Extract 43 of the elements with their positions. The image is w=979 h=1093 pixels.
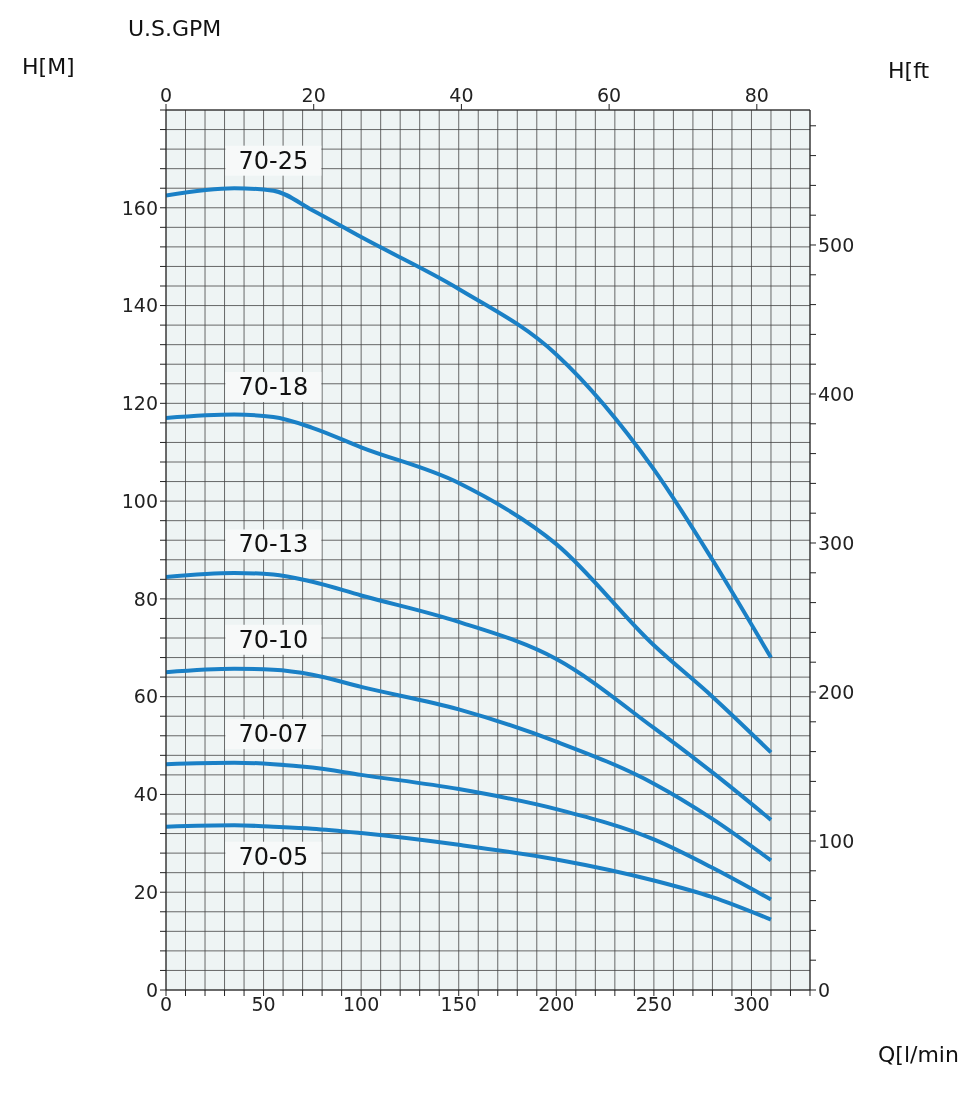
y-tick-label: 40 (133, 783, 158, 806)
y2-tick-label: 200 (818, 680, 855, 703)
y-tick-label: 80 (133, 587, 158, 610)
y2-tick-label: 300 (818, 531, 855, 554)
x2-tick-label: 40 (449, 84, 474, 106)
y2-axis-title: H[ft (888, 58, 930, 83)
y-tick-label: 140 (121, 294, 158, 317)
series-label: 70-25 (238, 146, 309, 175)
line-series (166, 412, 773, 755)
x-tick-label: 150 (440, 993, 477, 1016)
x-tick-label: 100 (343, 993, 380, 1016)
x2-tick-label: 0 (159, 84, 173, 106)
y2-tick-label: 500 (818, 233, 855, 256)
line-series (166, 823, 773, 922)
x2-tick-label: 80 (744, 84, 769, 106)
x-tick-label: 300 (733, 993, 770, 1016)
line-series (166, 186, 773, 660)
y-tick-label: 160 (121, 196, 158, 219)
x-tick-label: 0 (159, 993, 173, 1016)
x2-tick-label: 20 (301, 84, 326, 106)
y2-tick-label: 400 (818, 382, 855, 405)
y-tick-label: 100 (121, 489, 158, 512)
line-series (166, 760, 773, 902)
series-label: 70-13 (238, 530, 309, 559)
y2-tick-label: 0 (818, 978, 831, 1001)
x-tick-label: 250 (635, 993, 673, 1016)
x2-axis-title: U.S.GPM (128, 16, 222, 41)
y-tick-label: 120 (121, 392, 158, 415)
x-tick-label: 50 (251, 993, 276, 1016)
line-series (166, 666, 773, 863)
y-tick-label: 60 (133, 685, 158, 708)
line-series (166, 570, 773, 822)
series-label: 70-10 (238, 625, 309, 654)
x-tick-label: 200 (538, 993, 575, 1016)
series-label: 70-05 (238, 842, 309, 871)
y-tick-label: 0 (145, 978, 158, 1001)
series-label: 70-07 (238, 720, 309, 749)
y-axis-title: H[M] (22, 54, 75, 79)
y2-tick-label: 100 (818, 829, 855, 852)
x-axis-title: Q[l/min (878, 1042, 959, 1067)
y-tick-label: 20 (133, 880, 158, 903)
series-label: 70-18 (238, 373, 309, 402)
x2-tick-label: 60 (597, 84, 622, 106)
